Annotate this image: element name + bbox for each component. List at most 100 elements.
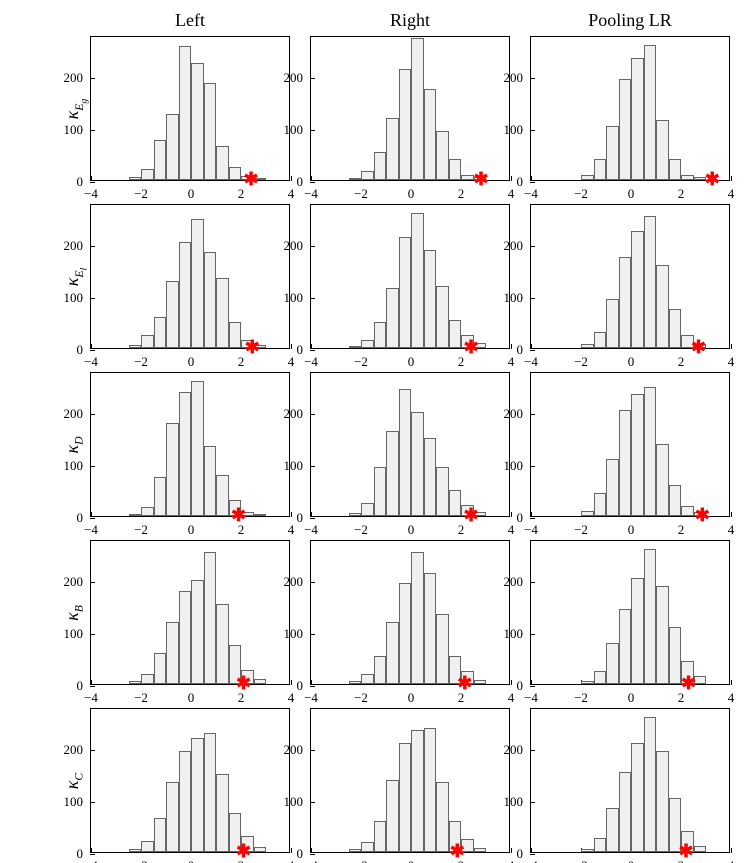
x-tick-label: −4 xyxy=(84,186,98,202)
histogram-bar xyxy=(204,252,217,348)
histogram-bar xyxy=(669,627,682,684)
x-tick-label: 0 xyxy=(188,858,195,863)
x-tick-label: −4 xyxy=(524,186,538,202)
column-title: Pooling LR xyxy=(530,10,730,31)
histogram-bar xyxy=(606,459,619,516)
histogram-bar xyxy=(619,79,632,180)
column-title: Right xyxy=(310,10,510,31)
histogram-bar xyxy=(166,114,179,180)
x-tick-label: −2 xyxy=(354,186,368,202)
histogram-bar xyxy=(349,513,362,516)
histogram-bar xyxy=(474,848,487,852)
x-tick-label: 0 xyxy=(628,354,635,370)
histogram-bar xyxy=(436,467,449,516)
histogram-panel: 0100200−4−2024✱ xyxy=(310,36,510,181)
y-tick-label: 200 xyxy=(53,742,83,758)
histogram-bar xyxy=(179,392,192,516)
x-tick-label: −4 xyxy=(524,522,538,538)
x-tick-label: −2 xyxy=(134,354,148,370)
y-tick-label: 200 xyxy=(273,406,303,422)
x-tick-label: −4 xyxy=(304,690,318,706)
histogram-bar xyxy=(179,46,192,180)
histogram-bar xyxy=(154,477,167,516)
histogram-bar xyxy=(216,278,229,348)
histogram-bar xyxy=(386,780,399,853)
x-tick-label: −2 xyxy=(354,354,368,370)
histogram-bar xyxy=(399,743,412,852)
row-label: κC xyxy=(62,701,86,861)
marker-star: ✱ xyxy=(463,338,478,356)
y-tick-label: 0 xyxy=(53,678,83,694)
histogram-bar xyxy=(204,83,217,180)
histogram-bar xyxy=(581,175,594,180)
x-tick-label: −2 xyxy=(134,690,148,706)
histogram-panel: 0100200−4−2024✱ xyxy=(90,540,290,685)
histogram-bar xyxy=(154,317,167,348)
histogram-panel: 0100200−4−2024✱ xyxy=(310,540,510,685)
histogram-bar xyxy=(581,681,594,684)
histogram-bar xyxy=(669,309,682,348)
histogram-bar xyxy=(606,299,619,348)
histogram-bar xyxy=(191,580,204,684)
histogram-bar xyxy=(436,131,449,180)
histogram-bar xyxy=(374,656,387,684)
histogram-bar xyxy=(361,842,374,852)
histogram-bar xyxy=(606,126,619,180)
histogram-bar xyxy=(349,849,362,852)
y-tick-label: 0 xyxy=(273,510,303,526)
histogram-bar xyxy=(166,622,179,684)
histogram-bar xyxy=(179,591,192,684)
histogram-bar xyxy=(166,782,179,852)
x-tick-label: 0 xyxy=(628,522,635,538)
y-tick-label: 100 xyxy=(53,626,83,642)
histogram-panel: 0100200−4−2024✱ xyxy=(310,372,510,517)
histogram-bar xyxy=(204,733,217,852)
histogram-bar xyxy=(694,846,707,852)
y-tick-label: 100 xyxy=(53,122,83,138)
y-tick-label: 0 xyxy=(273,174,303,190)
x-tick-label: 0 xyxy=(408,690,415,706)
x-tick-label: 0 xyxy=(188,354,195,370)
histogram-bar xyxy=(424,728,437,852)
histogram-bar xyxy=(449,490,462,516)
row-label: κB xyxy=(62,533,86,693)
histogram-bar xyxy=(411,38,424,180)
x-tick-label: 0 xyxy=(408,858,415,863)
x-tick-label: −2 xyxy=(354,522,368,538)
histogram-bar xyxy=(594,493,607,516)
x-tick-label: 2 xyxy=(678,186,685,202)
histogram-bar xyxy=(349,178,362,180)
y-tick-label: 200 xyxy=(53,406,83,422)
histogram-bar xyxy=(656,265,669,348)
histogram-bar xyxy=(619,772,632,852)
histogram-bar xyxy=(644,549,657,684)
y-tick-label: 200 xyxy=(273,70,303,86)
histogram-bar xyxy=(631,578,644,684)
histogram-panel: 0100200−4−2024✱ xyxy=(530,708,730,853)
x-tick-label: 2 xyxy=(238,354,245,370)
x-tick-label: −2 xyxy=(574,690,588,706)
histogram-bar xyxy=(644,216,657,348)
x-tick-label: −2 xyxy=(574,354,588,370)
x-tick-label: 0 xyxy=(188,690,195,706)
marker-star: ✱ xyxy=(457,674,472,692)
histogram-bar xyxy=(229,322,242,348)
marker-star: ✱ xyxy=(450,842,465,860)
histogram-bar xyxy=(681,175,694,180)
histogram-bar xyxy=(619,257,632,348)
histogram-bar xyxy=(254,679,267,684)
histogram-bar xyxy=(216,475,229,516)
histogram-bar xyxy=(386,118,399,180)
histogram-bar xyxy=(424,89,437,180)
y-tick-label: 200 xyxy=(273,742,303,758)
marker-star: ✱ xyxy=(243,170,258,188)
y-tick-label: 0 xyxy=(493,174,523,190)
x-tick-label: 0 xyxy=(628,690,635,706)
y-tick-label: 0 xyxy=(493,678,523,694)
histogram-bar xyxy=(656,444,669,517)
y-tick-label: 0 xyxy=(493,846,523,862)
histogram-bar xyxy=(656,120,669,180)
y-tick-label: 100 xyxy=(493,458,523,474)
x-tick-label: −2 xyxy=(354,858,368,863)
y-tick-label: 0 xyxy=(273,846,303,862)
